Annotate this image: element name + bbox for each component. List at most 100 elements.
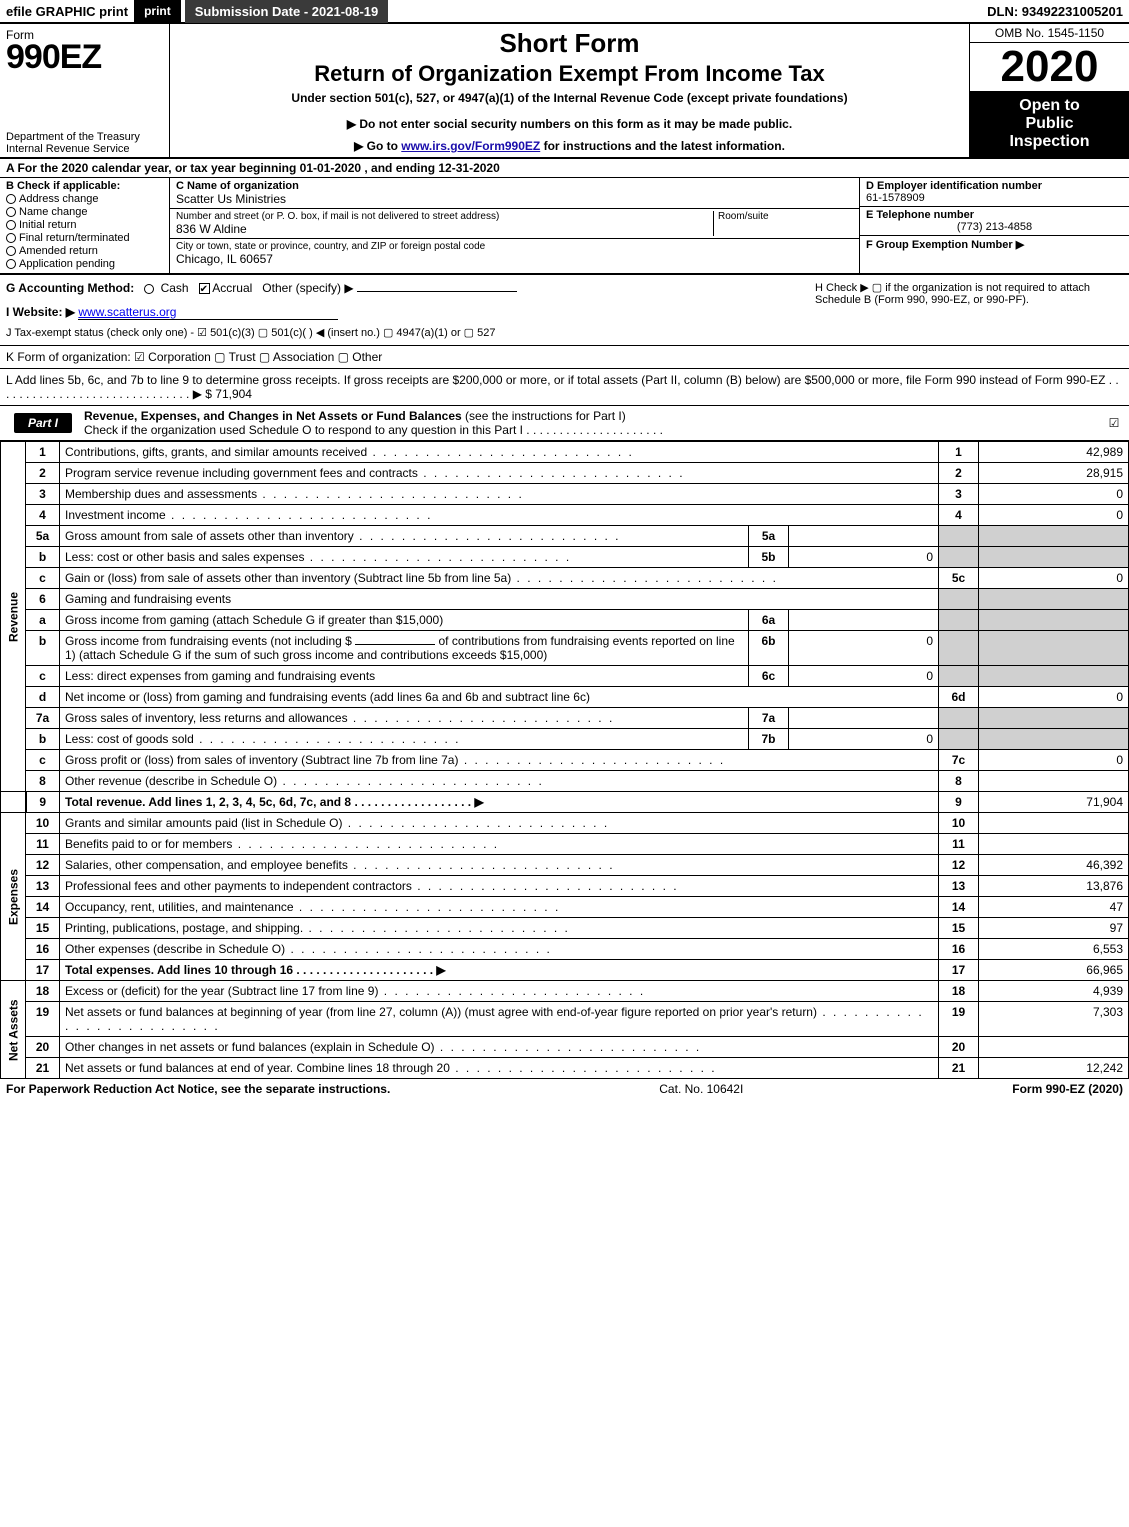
line-6d: d Net income or (loss) from gaming and f… (1, 687, 1129, 708)
info-grid: B Check if applicable: Address change Na… (0, 178, 1129, 275)
line-8: 8 Other revenue (describe in Schedule O)… (1, 771, 1129, 792)
other-specify-input[interactable] (357, 291, 517, 292)
part-1-tab: Part I (14, 413, 72, 433)
header-left: Form 990EZ Department of the Treasury In… (0, 24, 170, 157)
line-3-value: 0 (979, 484, 1129, 505)
line-19: 19 Net assets or fund balances at beginn… (1, 1002, 1129, 1037)
phone-label: E Telephone number (866, 209, 1123, 221)
line-13-value: 13,876 (979, 876, 1129, 897)
goto-instructions: ▶ Go to www.irs.gov/Form990EZ for instru… (178, 139, 961, 153)
goto-post: for instructions and the latest informat… (540, 139, 785, 153)
line-9-value: 71,904 (979, 792, 1129, 813)
line-12-value: 46,392 (979, 855, 1129, 876)
part-1-checkbox[interactable]: ☑ (1099, 416, 1129, 430)
line-6c-value: 0 (789, 666, 939, 687)
addr-label: Number and street (or P. O. box, if mail… (176, 211, 713, 222)
org-name-label: C Name of organization (176, 180, 853, 192)
line-1-value: 42,989 (979, 442, 1129, 463)
gi-left: G Accounting Method: Cash Accrual Other … (0, 275, 809, 345)
line-6a-value (789, 610, 939, 631)
line-5b: b Less: cost or other basis and sales ex… (1, 547, 1129, 568)
net-assets-side-label: Net Assets (1, 981, 26, 1079)
chk-cash[interactable] (144, 284, 154, 294)
ein-row: D Employer identification number 61-1578… (860, 178, 1129, 207)
revenue-table: Revenue 1 Contributions, gifts, grants, … (0, 441, 1129, 1079)
group-exemption-row: F Group Exemption Number ▶ (860, 236, 1129, 253)
footer-right: Form 990-EZ (2020) (1012, 1082, 1123, 1096)
header-right: OMB No. 1545-1150 2020 Open to Public In… (969, 24, 1129, 157)
print-button[interactable]: print (134, 0, 181, 22)
revenue-side-label: Revenue (1, 442, 26, 792)
line-4-value: 0 (979, 505, 1129, 526)
line-8-value (979, 771, 1129, 792)
line-10: Expenses 10 Grants and similar amounts p… (1, 813, 1129, 834)
line-16: 16 Other expenses (describe in Schedule … (1, 939, 1129, 960)
line-15: 15 Printing, publications, postage, and … (1, 918, 1129, 939)
footer-cat: Cat. No. 10642I (659, 1082, 743, 1096)
org-name-row: C Name of organization Scatter Us Minist… (170, 178, 859, 209)
top-bar: efile GRAPHIC print print Submission Dat… (0, 0, 1129, 24)
line-6: 6 Gaming and fundraising events (1, 589, 1129, 610)
line-16-value: 6,553 (979, 939, 1129, 960)
tax-year: 2020 (970, 43, 1129, 91)
line-7a: 7a Gross sales of inventory, less return… (1, 708, 1129, 729)
org-address: 836 W Aldine (176, 222, 713, 236)
line-7b-value: 0 (789, 729, 939, 750)
chk-address-change[interactable]: Address change (6, 193, 163, 205)
form-number: 990EZ (6, 38, 163, 77)
form-header: Form 990EZ Department of the Treasury In… (0, 24, 1129, 159)
line-7a-value (789, 708, 939, 729)
line-11: 11 Benefits paid to or for members 11 (1, 834, 1129, 855)
footer-left: For Paperwork Reduction Act Notice, see … (6, 1082, 390, 1096)
ssn-warning: ▶ Do not enter social security numbers o… (178, 117, 961, 131)
chk-application-pending[interactable]: Application pending (6, 258, 163, 270)
irs-link[interactable]: www.irs.gov/Form990EZ (401, 139, 540, 153)
omb-number: OMB No. 1545-1150 (970, 24, 1129, 43)
line-17-value: 66,965 (979, 960, 1129, 981)
chk-name-change[interactable]: Name change (6, 206, 163, 218)
line-l-text: L Add lines 5b, 6c, and 7b to line 9 to … (6, 373, 1119, 401)
goto-pre: ▶ Go to (354, 139, 401, 153)
open-to-public-box: Open to Public Inspection (970, 91, 1129, 157)
line-14: 14 Occupancy, rent, utilities, and maint… (1, 897, 1129, 918)
line-6b-value: 0 (789, 631, 939, 666)
open-l1: Open to (1019, 97, 1079, 114)
line-5c: c Gain or (loss) from sale of assets oth… (1, 568, 1129, 589)
dept-treasury: Department of the Treasury (6, 131, 140, 143)
website-row: I Website: ▶ www.scatterus.org (6, 305, 803, 320)
short-form-title: Short Form (178, 28, 961, 59)
accounting-method: G Accounting Method: Cash Accrual Other … (6, 281, 803, 295)
line-6b: b Gross income from fundraising events (… (1, 631, 1129, 666)
line-20-value (979, 1037, 1129, 1058)
chk-final-return[interactable]: Final return/terminated (6, 232, 163, 244)
submission-date: Submission Date - 2021-08-19 (185, 0, 389, 23)
line-6c: c Less: direct expenses from gaming and … (1, 666, 1129, 687)
line-17: 17 Total expenses. Add lines 10 through … (1, 960, 1129, 981)
open-l2: Public (1025, 115, 1073, 132)
line-15-value: 97 (979, 918, 1129, 939)
room-suite: Room/suite (713, 211, 853, 236)
page-footer: For Paperwork Reduction Act Notice, see … (0, 1079, 1129, 1099)
org-name: Scatter Us Ministries (176, 192, 853, 206)
line-18: Net Assets 18 Excess or (deficit) for th… (1, 981, 1129, 1002)
line-21-value: 12,242 (979, 1058, 1129, 1079)
line-7b: b Less: cost of goods sold 7b 0 (1, 729, 1129, 750)
tax-exempt-status: J Tax-exempt status (check only one) - ☑… (6, 326, 803, 339)
box-h: H Check ▶ ▢ if the organization is not r… (809, 275, 1129, 345)
chk-accrual[interactable] (199, 283, 210, 294)
box-b: B Check if applicable: Address change Na… (0, 178, 170, 273)
website-link[interactable]: www.scatterus.org (78, 305, 176, 319)
line-6b-contrib-input[interactable] (355, 644, 435, 645)
chk-amended-return[interactable]: Amended return (6, 245, 163, 257)
org-city-row: City or town, state or province, country… (170, 239, 859, 268)
part-1-header: Part I Revenue, Expenses, and Changes in… (0, 406, 1129, 441)
line-1: Revenue 1 Contributions, gifts, grants, … (1, 442, 1129, 463)
org-city: Chicago, IL 60657 (176, 252, 853, 266)
box-b-label: B Check if applicable: (6, 180, 163, 192)
group-exemption-label: F Group Exemption Number ▶ (866, 239, 1024, 251)
expenses-side-label: Expenses (1, 813, 26, 981)
line-6d-value: 0 (979, 687, 1129, 708)
chk-initial-return[interactable]: Initial return (6, 219, 163, 231)
box-c: C Name of organization Scatter Us Minist… (170, 178, 859, 273)
line-5c-value: 0 (979, 568, 1129, 589)
